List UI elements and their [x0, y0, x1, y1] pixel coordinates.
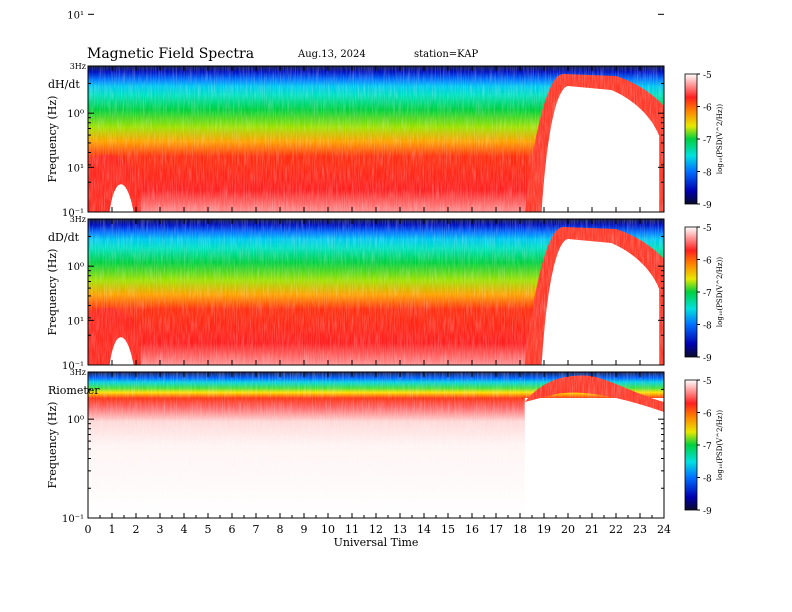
x-tick-label: 15	[441, 523, 455, 536]
colorbar-tick-label: -6	[703, 104, 712, 114]
colorbar-tick-label: -6	[703, 410, 712, 420]
y-axis-label: Frequency (Hz)	[46, 402, 59, 489]
colorbar	[684, 379, 698, 511]
y-tick-label: 10⁰	[67, 415, 84, 426]
x-tick-label: 19	[537, 523, 551, 536]
x-tick-label: 24	[657, 523, 671, 536]
station-label: station=KAP	[414, 49, 479, 60]
y-axis-label: Frequency (Hz)	[46, 96, 59, 183]
colorbar-tick-label: -5	[703, 377, 712, 387]
colorbar-label: log₁₀(PSD(V^2/Hz))	[716, 257, 724, 327]
colorbar-tick-label: -8	[703, 475, 712, 485]
top-frequency-label: 3Hz	[70, 215, 86, 224]
date-label: Aug.13, 2024	[298, 49, 366, 60]
colorbar-tick-label: -7	[703, 442, 712, 452]
colorbar-tick-label: -8	[703, 322, 712, 332]
y-axis-label: Frequency (Hz)	[46, 249, 59, 336]
x-tick-label: 6	[229, 523, 236, 536]
x-axis-label: Universal Time	[334, 536, 419, 549]
x-tick-label: 1	[109, 523, 116, 536]
y-tick-label: 10⁻¹	[62, 361, 84, 372]
x-tick-label: 9	[301, 523, 308, 536]
panel-dhdt: 10¹ 10⁰ 10⁻¹ 3Hz dH/dt Frequency (Hz) -5 -6 -7 -8…	[46, 10, 724, 219]
x-tick-label: 5	[205, 523, 212, 536]
x-tick-label: 17	[489, 523, 503, 536]
colorbar-tick-label: -5	[703, 224, 712, 234]
top-frequency-label: 3Hz	[70, 368, 86, 377]
colorbar-tick-label: -8	[703, 169, 712, 179]
x-tick-label: 4	[181, 523, 188, 536]
panel-name: dH/dt	[48, 78, 80, 91]
y-tick-label: 10¹	[67, 163, 84, 174]
y-tick-label: 10⁻¹	[62, 514, 84, 525]
colorbar-tick-label: -5	[703, 71, 712, 81]
chart-title: Magnetic Field Spectra	[87, 46, 255, 62]
y-tick-label: 10⁰	[67, 109, 84, 120]
colorbar	[684, 226, 698, 358]
x-tick-label: 14	[417, 523, 431, 536]
x-tick-label: 16	[465, 523, 479, 536]
x-tick-label: 10	[321, 523, 335, 536]
colorbar-label: log₁₀(PSD(V^2/Hz))	[716, 410, 724, 480]
colorbar	[684, 73, 698, 205]
x-tick-label: 20	[561, 523, 575, 536]
x-tick-label: 21	[585, 523, 599, 536]
y-tick-label: 10⁻¹	[62, 208, 84, 219]
colorbar-tick-label: -9	[703, 354, 712, 364]
colorbar-tick-label: -6	[703, 257, 712, 267]
speckle-texture	[88, 66, 664, 212]
y-tick-label: 10¹	[67, 10, 84, 21]
panel-name: Riometer	[48, 384, 100, 397]
y-tick-label: 10⁰	[67, 262, 84, 273]
colorbar-tick-label: -7	[703, 289, 712, 299]
x-tick-label: 0	[85, 523, 92, 536]
x-tick-label: 11	[345, 523, 359, 536]
x-tick-label: 3	[157, 523, 164, 536]
colorbar-tick-label: -9	[703, 507, 712, 517]
x-tick-label: 13	[393, 523, 407, 536]
colorbar-tick-label: -9	[703, 201, 712, 211]
colorbar-tick-label: -7	[703, 136, 712, 146]
colorbar-label: log₁₀(PSD(V^2/Hz))	[716, 104, 724, 174]
y-tick-label: 10¹	[67, 316, 84, 327]
x-tick-label: 22	[609, 523, 623, 536]
panel-name: dD/dt	[48, 231, 80, 244]
x-tick-label: 7	[253, 523, 260, 536]
top-frequency-label: 3Hz	[70, 62, 86, 71]
x-tick-label: 12	[369, 523, 383, 536]
x-tick-label: 18	[513, 523, 527, 536]
speckle-texture	[88, 219, 664, 365]
speckle-texture	[88, 372, 664, 518]
x-tick-label: 23	[633, 523, 647, 536]
x-tick-label: 2	[133, 523, 140, 536]
x-tick-label: 8	[277, 523, 284, 536]
